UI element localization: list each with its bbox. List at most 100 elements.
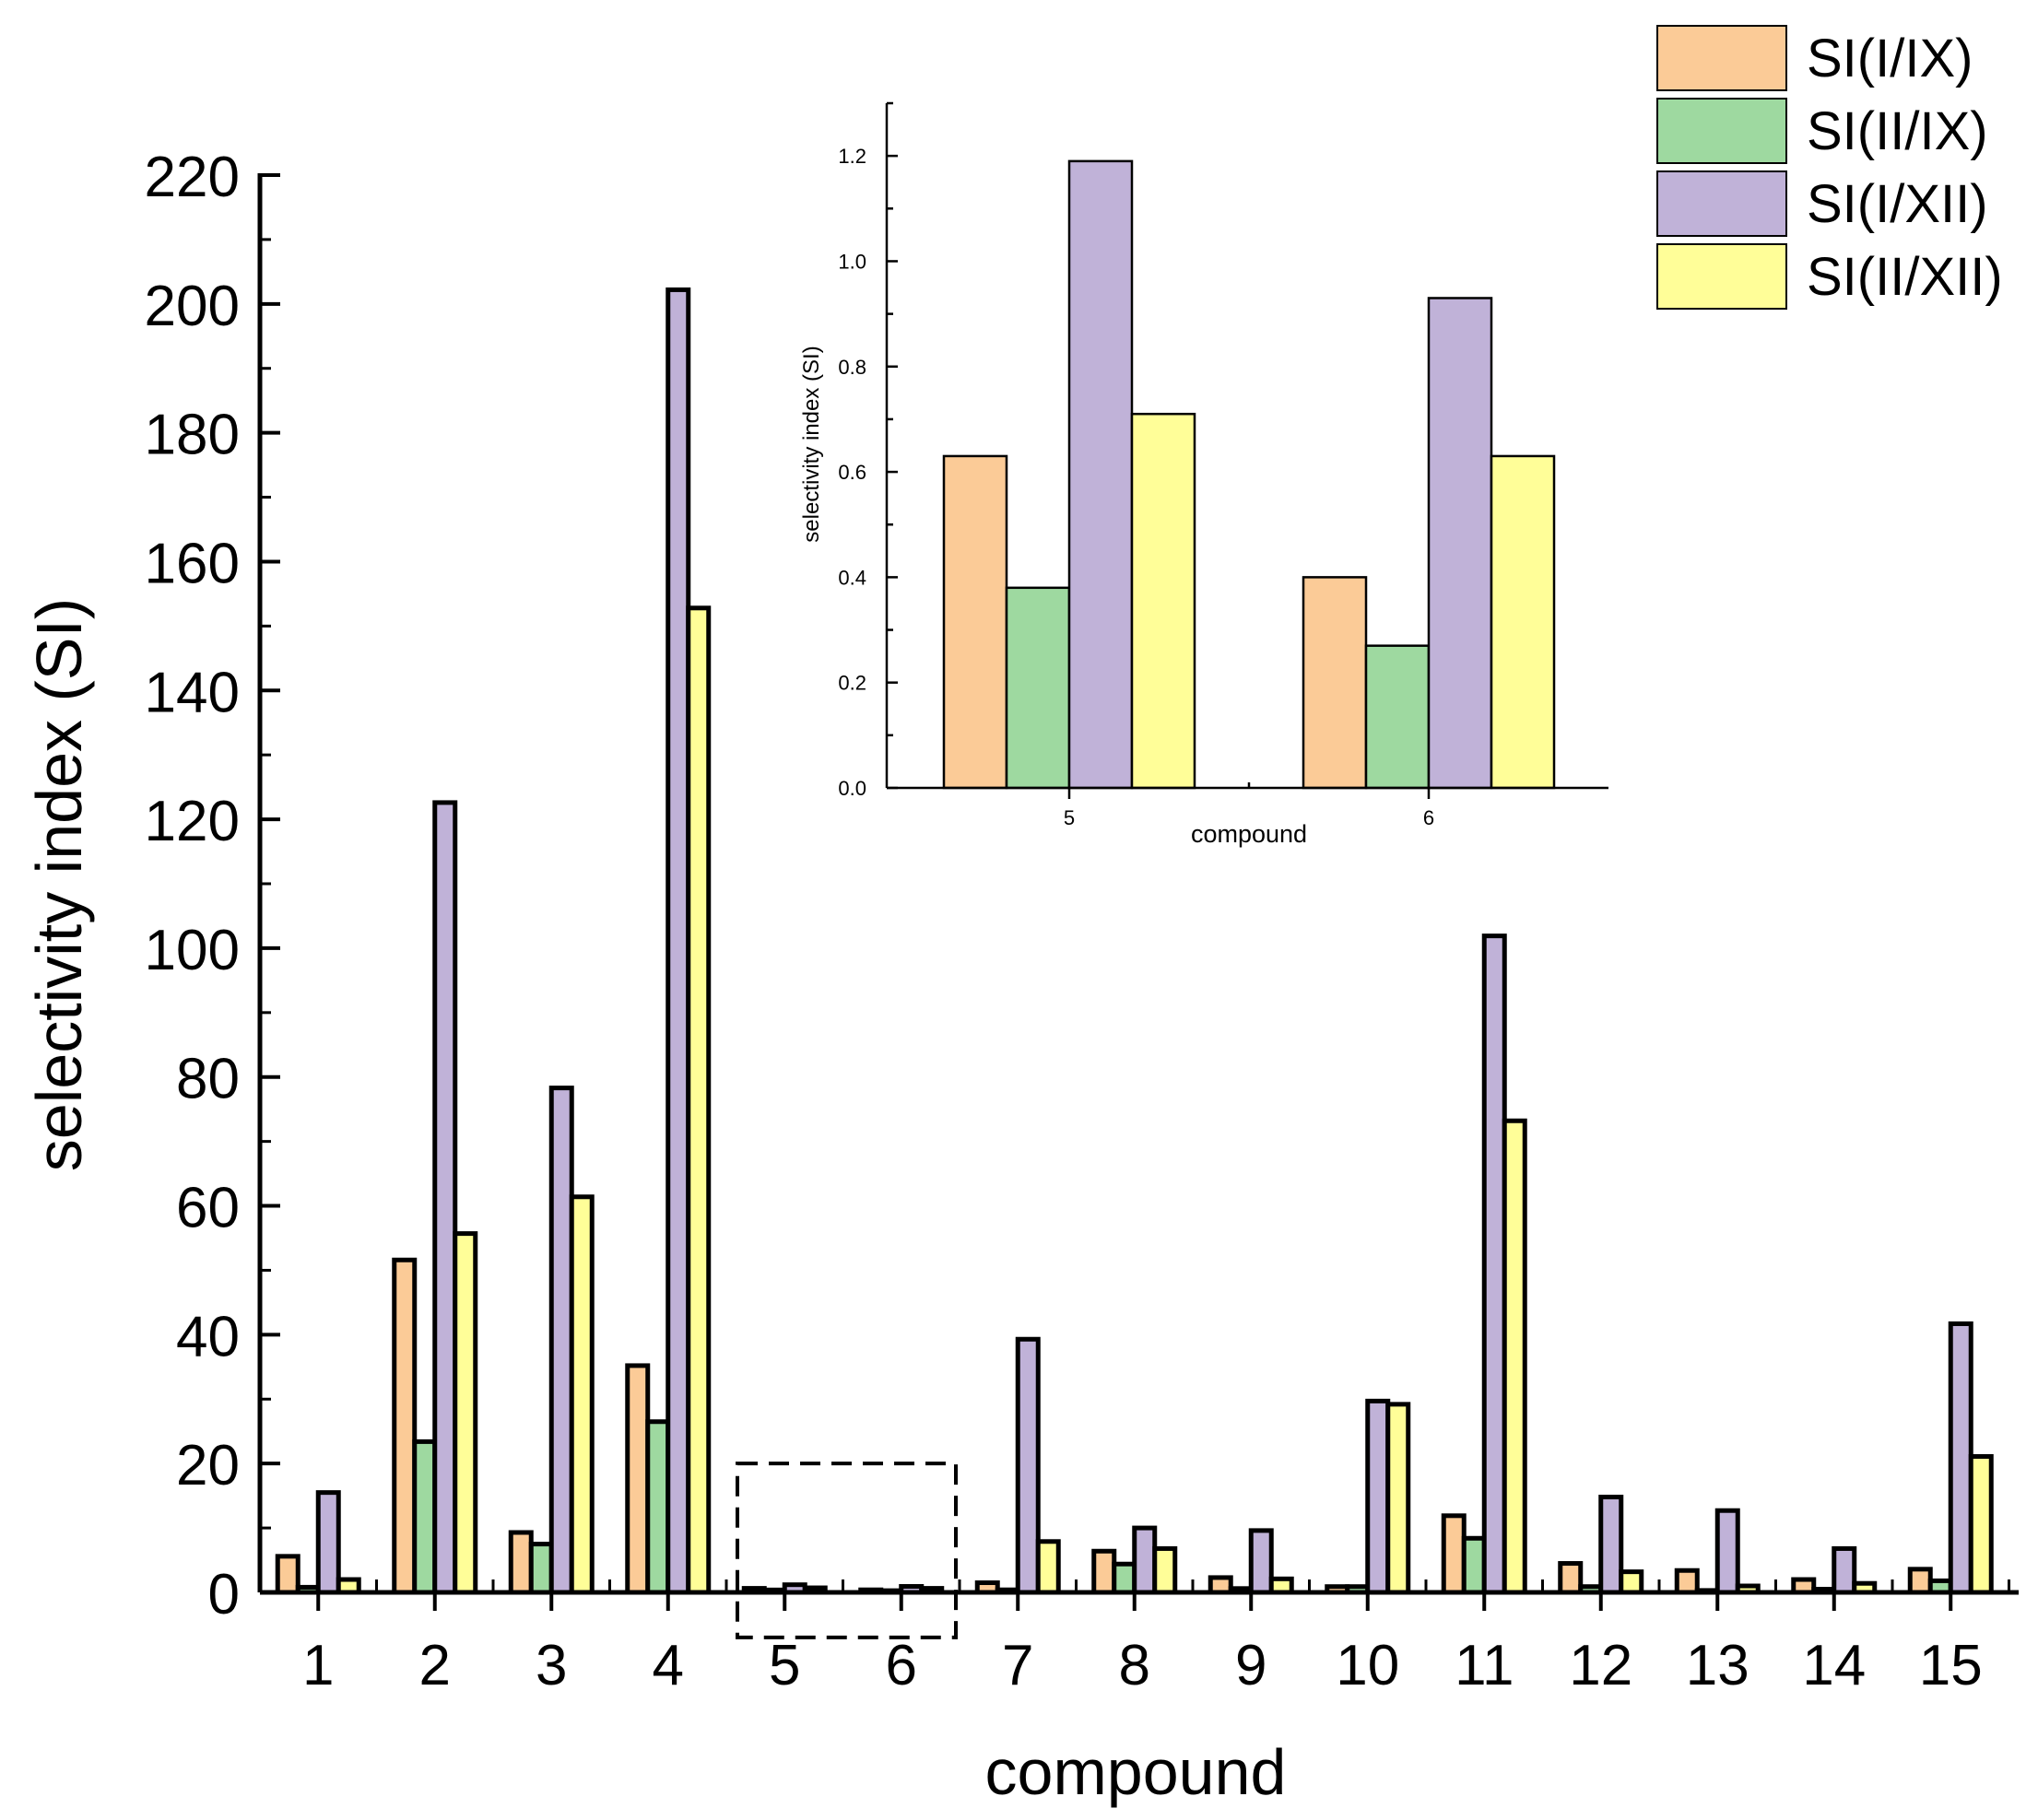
bar-SI(II/IX)-compound-3	[528, 1542, 554, 1595]
main-x-ticks: 1 2 3 4 5 6 7 8 9 10 11 12 13 14 15	[258, 1579, 2010, 1697]
bar-SI(I/IX)-compound-13	[1674, 1568, 1700, 1595]
legend-label: SI(II/IX)	[1807, 101, 1988, 161]
bar-SI(I/XII)-compound-13	[1714, 1508, 1740, 1595]
main-x-tick-label: 7	[1002, 1634, 1033, 1697]
main-x-tick-label: 11	[1455, 1634, 1514, 1697]
inset-bars	[942, 159, 1556, 790]
bar-SI(II/XII)-compound-15	[1968, 1453, 1994, 1595]
inset-bar-SI(II/IX)-compound-5	[1005, 586, 1071, 790]
main-y-tick-label: 20	[176, 1434, 240, 1497]
inset-bar-SI(II/XII)-compound-5	[1130, 412, 1196, 790]
inset-x-axis-label: compound	[1191, 820, 1307, 848]
bar-SI(II/XII)-compound-11	[1502, 1118, 1527, 1595]
bar-SI(I/IX)-compound-15	[1907, 1567, 1933, 1595]
inset-y-ticks: 0.0 0.2 0.4 0.6 0.8 1.0 1.2	[838, 101, 898, 800]
bar-SI(II/XII)-compound-4	[686, 605, 712, 1595]
bar-SI(I/IX)-compound-1	[275, 1554, 300, 1595]
bar-SI(I/IX)-compound-4	[625, 1363, 651, 1595]
main-y-ticks: 0 20 40 60 80 100 120 140 160 180 200 220	[145, 146, 280, 1626]
legend-label: SI(I/IX)	[1807, 29, 1973, 88]
inset-y-axis-label: selectivity index (SI)	[799, 346, 824, 542]
bar-SI(I/XII)-compound-7	[1015, 1336, 1041, 1595]
main-y-tick-label: 80	[176, 1048, 240, 1111]
legend-label: SI(II/XII)	[1807, 247, 2003, 307]
inset-y-tick-label: 0.2	[838, 672, 866, 695]
main-y-tick-label: 140	[145, 661, 240, 724]
legend-swatch-SI(I/XII)	[1656, 170, 1787, 237]
main-x-tick-label: 1	[302, 1634, 334, 1697]
bar-SI(II/XII)-compound-2	[453, 1231, 478, 1595]
main-x-tick-label: 4	[653, 1634, 684, 1697]
legend-swatch-SI(I/IX)	[1656, 25, 1787, 91]
bar-SI(II/XII)-compound-8	[1152, 1545, 1178, 1595]
inset-bar-SI(I/XII)-compound-6	[1427, 297, 1493, 790]
main-x-tick-label: 14	[1802, 1634, 1866, 1697]
bar-SI(I/IX)-compound-8	[1091, 1548, 1117, 1595]
main-x-tick-label: 12	[1569, 1634, 1632, 1697]
inset-bar-SI(I/XII)-compound-5	[1067, 159, 1134, 790]
inset-y-tick-label: 1.0	[838, 250, 866, 273]
bar-SI(I/XII)-compound-2	[432, 800, 458, 1595]
main-x-tick-label: 9	[1235, 1634, 1266, 1697]
bar-SI(I/IX)-compound-12	[1558, 1561, 1584, 1595]
inset-axes	[885, 103, 1608, 790]
legend-label: SI(I/XII)	[1807, 174, 1988, 234]
bar-SI(I/XII)-compound-11	[1481, 933, 1507, 1595]
inset-y-tick-label: 0.0	[838, 777, 866, 800]
main-x-tick-label: 15	[1919, 1634, 1983, 1697]
inset-y-tick-label: 1.2	[838, 145, 866, 168]
main-y-tick-label: 60	[176, 1177, 240, 1240]
legend-swatch-SI(II/IX)	[1656, 98, 1787, 164]
main-y-tick-label: 120	[145, 790, 240, 853]
bar-SI(II/IX)-compound-11	[1461, 1535, 1487, 1595]
bar-SI(I/XII)-compound-9	[1248, 1528, 1274, 1595]
inset-bar-SI(II/IX)-compound-6	[1364, 644, 1431, 790]
main-y-tick-label: 200	[145, 275, 240, 338]
bar-SI(I/XII)-compound-8	[1132, 1525, 1158, 1595]
bar-SI(I/IX)-compound-3	[508, 1530, 534, 1595]
bar-SI(II/XII)-compound-10	[1385, 1402, 1411, 1595]
inset-x-tick-label: 6	[1423, 806, 1434, 829]
main-x-tick-label: 8	[1119, 1634, 1150, 1697]
inset-y-tick-label: 0.4	[838, 566, 866, 589]
main-x-tick-label: 10	[1336, 1634, 1399, 1697]
main-y-tick-label: 160	[145, 532, 240, 595]
bar-SI(I/XII)-compound-10	[1365, 1398, 1391, 1595]
main-x-axis-label: compound	[985, 1736, 1287, 1808]
bar-SI(II/IX)-compound-8	[1112, 1561, 1137, 1595]
main-y-axis-label: selectivity index (SI)	[23, 598, 95, 1171]
legend: SI(I/IX) SI(II/IX) SI(I/XII) SI(II/XII)	[1656, 25, 2003, 310]
inset-bar-SI(I/IX)-compound-6	[1302, 576, 1368, 790]
bar-SI(I/XII)-compound-4	[666, 287, 691, 1595]
bar-SI(I/XII)-compound-15	[1948, 1321, 1973, 1595]
bar-SI(I/IX)-compound-11	[1441, 1513, 1467, 1595]
bar-SI(I/XII)-compound-14	[1832, 1545, 1857, 1595]
bar-SI(I/XII)-compound-1	[315, 1490, 341, 1595]
legend-swatch-SI(II/XII)	[1656, 243, 1787, 310]
inset-y-tick-label: 0.8	[838, 356, 866, 379]
inset-bar-SI(II/XII)-compound-6	[1490, 454, 1556, 790]
main-x-tick-label: 5	[769, 1634, 800, 1697]
main-x-tick-label: 6	[886, 1634, 917, 1697]
bar-SI(I/XII)-compound-12	[1598, 1495, 1624, 1595]
bar-SI(II/XII)-compound-12	[1619, 1569, 1644, 1595]
main-x-tick-label: 3	[536, 1634, 567, 1697]
main-y-tick-label: 0	[208, 1563, 240, 1626]
bar-SI(II/IX)-compound-2	[412, 1438, 438, 1595]
bar-SI(II/XII)-compound-7	[1035, 1539, 1061, 1595]
bar-SI(I/IX)-compound-2	[392, 1257, 418, 1595]
inset-x-tick-label: 5	[1064, 806, 1075, 829]
main-x-tick-label: 13	[1686, 1634, 1749, 1697]
zoom-region-box	[736, 1462, 958, 1639]
bar-SI(II/XII)-compound-3	[569, 1194, 595, 1595]
main-y-tick-label: 40	[176, 1305, 240, 1368]
inset-bar-SI(I/IX)-compound-5	[942, 454, 1008, 790]
bar-SI(I/XII)-compound-3	[548, 1086, 574, 1595]
main-y-tick-label: 100	[145, 919, 240, 982]
main-x-tick-label: 2	[419, 1634, 451, 1697]
inset-y-tick-label: 0.6	[838, 461, 866, 484]
